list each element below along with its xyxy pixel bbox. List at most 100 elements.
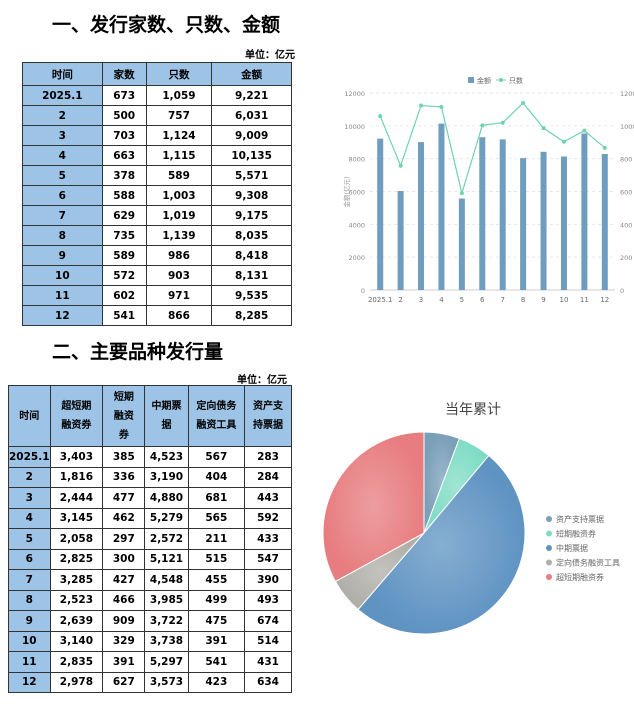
table-cell: 2,835 xyxy=(49,651,104,673)
x-tick-label: 5 xyxy=(460,296,464,304)
section1-unit: 单位：亿元 xyxy=(245,50,295,61)
table-cell: 423 xyxy=(187,671,246,693)
bar xyxy=(499,139,506,290)
table-row: 3 2,444 477 4,880 681 443 xyxy=(8,487,292,509)
row-period: 10 xyxy=(8,630,51,652)
legend-label[interactable]: 资产支持票据 xyxy=(556,514,604,524)
table-row: 6 2,825 300 5,121 515 547 xyxy=(8,548,292,570)
y-tick-label: 8000 xyxy=(348,156,365,164)
row-period: 9 xyxy=(22,245,103,266)
line-point xyxy=(398,163,403,168)
column-header: 超短期融资券 xyxy=(49,385,104,447)
column-header: 短期融资券 xyxy=(102,385,146,447)
y2-tick-label: 1000 xyxy=(620,123,634,131)
y-tick-label: 4000 xyxy=(348,221,365,229)
bar xyxy=(560,156,567,290)
table-row: 11 2,835 391 5,297 541 431 xyxy=(8,651,292,673)
table-cell: 627 xyxy=(102,671,146,693)
bar xyxy=(458,198,465,290)
table-cell: 284 xyxy=(244,466,292,488)
column-header: 中期票据 xyxy=(144,385,189,447)
x-tick-label: 2 xyxy=(398,296,402,304)
y-tick-label: 2000 xyxy=(348,254,365,262)
table-row: 10 3,140 329 3,738 391 514 xyxy=(8,630,292,652)
bar xyxy=(540,151,547,290)
table-cell: 5,571 xyxy=(211,165,292,186)
legend-label[interactable]: 中期票据 xyxy=(556,543,588,553)
legend-label[interactable]: 金额 xyxy=(477,76,491,85)
table-cell: 477 xyxy=(102,487,146,509)
variety-table: 时间 超短期融资券 短期融资券 中期票据 定向债务融资工具 资产支持票据 2025.1 3,4… xyxy=(8,385,292,693)
bar xyxy=(479,137,486,290)
row-period: 10 xyxy=(22,265,103,286)
column-header: 时间 xyxy=(8,385,51,447)
table-row: 12 2,978 627 3,573 423 634 xyxy=(8,671,292,693)
row-period: 3 xyxy=(8,487,51,509)
legend-swatch-bar xyxy=(468,77,474,83)
bar xyxy=(581,133,588,290)
section2-title: 二、主要品种发行量 xyxy=(52,341,224,363)
table-cell: 634 xyxy=(244,671,292,693)
table-cell: 572 xyxy=(101,265,147,286)
row-period: 12 xyxy=(8,671,51,693)
y-tick-label: 12000 xyxy=(344,90,365,98)
table-cell: 866 xyxy=(145,305,213,326)
line-point xyxy=(561,139,566,144)
table-row: 2025.1 3,403 385 4,523 567 283 xyxy=(8,446,292,468)
x-tick-label: 2025.1 xyxy=(368,296,393,304)
legend-marker xyxy=(546,545,552,551)
pie-slice xyxy=(357,454,526,635)
legend-label[interactable]: 短期融资券 xyxy=(556,529,596,539)
table-cell: 673 xyxy=(101,85,147,106)
x-tick-label: 3 xyxy=(419,296,423,304)
column-header: 家数 xyxy=(101,62,147,86)
bar xyxy=(397,190,404,290)
section1-title: 一、发行家数、只数、金额 xyxy=(52,14,281,36)
legend-marker xyxy=(546,516,552,522)
x-tick-label: 8 xyxy=(521,296,525,304)
legend-marker xyxy=(546,574,552,580)
y-tick-label: 10000 xyxy=(344,123,365,131)
bar xyxy=(520,158,527,290)
x-tick-label: 9 xyxy=(541,296,545,304)
table-cell: 475 xyxy=(187,610,246,632)
table-cell: 674 xyxy=(244,610,292,632)
line-point xyxy=(480,123,485,128)
y2-tick-label: 600 xyxy=(620,189,632,197)
column-header: 金额 xyxy=(211,62,292,86)
y2-tick-label: 400 xyxy=(620,221,632,229)
legend-marker xyxy=(546,530,552,537)
table-row: 2025.1 673 1,059 9,221 xyxy=(22,85,292,106)
x-tick-label: 10 xyxy=(559,296,568,304)
legend-label[interactable]: 超短期融资券 xyxy=(556,572,604,582)
legend-marker xyxy=(499,78,503,82)
line-point xyxy=(419,103,424,108)
table-cell: 385 xyxy=(102,446,146,468)
table-cell: 9,308 xyxy=(211,185,292,206)
table-cell: 8,418 xyxy=(211,245,292,266)
table-cell: 3,145 xyxy=(49,507,104,529)
line-point xyxy=(500,120,505,125)
y-axis-label: 金额(亿元) xyxy=(342,176,351,207)
line-point xyxy=(602,145,607,150)
legend-label[interactable]: 只数 xyxy=(509,76,523,85)
table-row: 4 663 1,115 10,135 xyxy=(22,145,292,166)
table-cell: 1,003 xyxy=(145,185,213,206)
legend-label[interactable]: 定向债务融资工具 xyxy=(556,558,620,568)
y2-tick-label: 800 xyxy=(620,156,632,164)
column-header: 定向债务融资工具 xyxy=(187,385,246,447)
line-point xyxy=(582,128,587,133)
table-cell: 3,573 xyxy=(144,671,189,693)
line-point xyxy=(541,126,546,131)
table-cell: 971 xyxy=(145,285,213,306)
table-cell: 211 xyxy=(187,528,246,550)
line-point xyxy=(521,101,526,106)
x-tick-label: 11 xyxy=(580,296,589,304)
bar xyxy=(438,123,445,290)
table-row: 5 378 589 5,571 xyxy=(22,165,292,186)
table-cell: 391 xyxy=(102,651,146,673)
table-cell: 663 xyxy=(101,145,147,166)
y2-tick-label: 0 xyxy=(620,287,624,295)
x-tick-label: 4 xyxy=(439,296,444,304)
